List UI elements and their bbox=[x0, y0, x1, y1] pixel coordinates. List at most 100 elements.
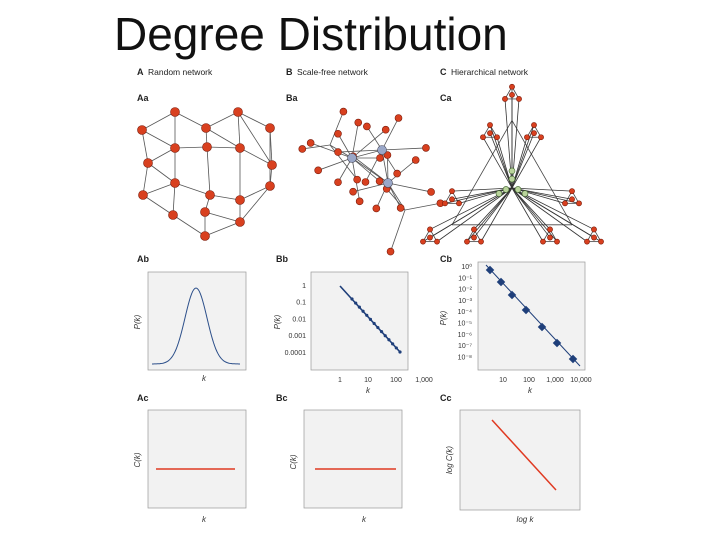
edge bbox=[511, 137, 542, 189]
node bbox=[334, 148, 342, 156]
edge bbox=[489, 124, 513, 189]
x-tick-label: 10,000 bbox=[570, 377, 592, 384]
edge bbox=[147, 147, 176, 164]
x-tick-label: 100 bbox=[390, 377, 402, 384]
hub-node bbox=[508, 167, 516, 175]
y-axis-label: P(k) bbox=[439, 310, 448, 325]
y-axis-label: C(k) bbox=[289, 454, 298, 469]
node bbox=[449, 188, 455, 195]
node bbox=[471, 226, 477, 233]
edge bbox=[390, 209, 406, 252]
node bbox=[494, 134, 500, 141]
data-point bbox=[383, 334, 387, 338]
node bbox=[138, 190, 148, 200]
node bbox=[449, 196, 455, 203]
bell-curve bbox=[152, 287, 240, 365]
data-point bbox=[376, 325, 380, 330]
edge bbox=[381, 117, 399, 151]
x-axis-label: k bbox=[366, 386, 371, 395]
data-point bbox=[521, 305, 531, 315]
edge bbox=[511, 187, 588, 242]
edge bbox=[351, 122, 359, 159]
y-tick-label: 10⁻⁵ bbox=[458, 321, 472, 328]
edge bbox=[174, 182, 211, 196]
panel-heading: Scale-free network bbox=[297, 67, 369, 77]
data-point bbox=[496, 277, 506, 287]
node bbox=[314, 166, 322, 175]
node bbox=[420, 238, 426, 245]
edge bbox=[302, 144, 331, 150]
node bbox=[306, 139, 315, 147]
node bbox=[509, 91, 515, 98]
edge bbox=[172, 182, 176, 216]
node bbox=[201, 123, 211, 133]
y-tick-label: 10⁻² bbox=[458, 287, 472, 294]
node bbox=[547, 226, 553, 233]
node bbox=[471, 234, 477, 241]
node bbox=[200, 231, 210, 241]
node bbox=[233, 107, 243, 117]
node bbox=[524, 134, 530, 141]
edge bbox=[381, 149, 389, 184]
plot-area bbox=[147, 271, 247, 371]
node bbox=[170, 143, 180, 153]
edge bbox=[511, 187, 573, 192]
node bbox=[598, 238, 604, 245]
edge bbox=[444, 187, 513, 204]
node bbox=[265, 123, 275, 133]
random-network bbox=[137, 107, 277, 241]
y-tick-label: 10⁻⁸ bbox=[458, 354, 472, 361]
hub-node bbox=[383, 178, 393, 188]
node bbox=[591, 226, 597, 233]
node bbox=[487, 130, 493, 137]
node bbox=[372, 204, 381, 213]
panel-label: Ca bbox=[440, 93, 452, 103]
node bbox=[170, 107, 180, 117]
node bbox=[456, 200, 462, 207]
panel-letter: C bbox=[440, 67, 447, 77]
data-point bbox=[365, 313, 369, 317]
edge bbox=[204, 211, 241, 223]
edge bbox=[174, 111, 207, 129]
node bbox=[383, 151, 392, 159]
panel-letter: B bbox=[286, 67, 293, 77]
node bbox=[576, 200, 582, 207]
data-point bbox=[361, 309, 365, 313]
node bbox=[339, 107, 348, 116]
edge bbox=[351, 157, 380, 182]
y-axis-label: P(k) bbox=[273, 314, 282, 329]
data-point bbox=[507, 290, 517, 300]
y-tick-label: 10⁻⁶ bbox=[458, 332, 472, 339]
node bbox=[168, 210, 178, 220]
decay-line bbox=[491, 419, 557, 491]
edge bbox=[511, 133, 535, 189]
edge bbox=[351, 129, 386, 159]
node bbox=[202, 142, 212, 152]
node bbox=[427, 188, 435, 196]
edge bbox=[142, 162, 149, 196]
data-point bbox=[552, 338, 562, 348]
y-tick-label: 10⁰ bbox=[461, 263, 472, 271]
edge bbox=[511, 187, 551, 238]
edge bbox=[451, 120, 513, 225]
x-axis-label: k bbox=[362, 515, 367, 524]
node bbox=[381, 125, 390, 134]
node bbox=[411, 156, 420, 164]
edge bbox=[239, 185, 271, 201]
y-tick-label: 0.001 bbox=[288, 333, 306, 340]
node bbox=[375, 177, 384, 185]
edge bbox=[511, 187, 551, 230]
edge bbox=[482, 137, 513, 189]
hierarchical-network bbox=[420, 83, 604, 245]
edge bbox=[237, 111, 241, 149]
edge bbox=[142, 182, 176, 196]
edge bbox=[141, 111, 176, 131]
edge bbox=[141, 129, 149, 164]
edge bbox=[204, 221, 241, 237]
edge bbox=[174, 146, 208, 149]
node bbox=[562, 200, 568, 207]
plot-area bbox=[303, 409, 403, 509]
edge bbox=[489, 133, 513, 189]
x-tick-label: 10 bbox=[499, 377, 507, 384]
x-axis-label: log k bbox=[517, 515, 535, 524]
